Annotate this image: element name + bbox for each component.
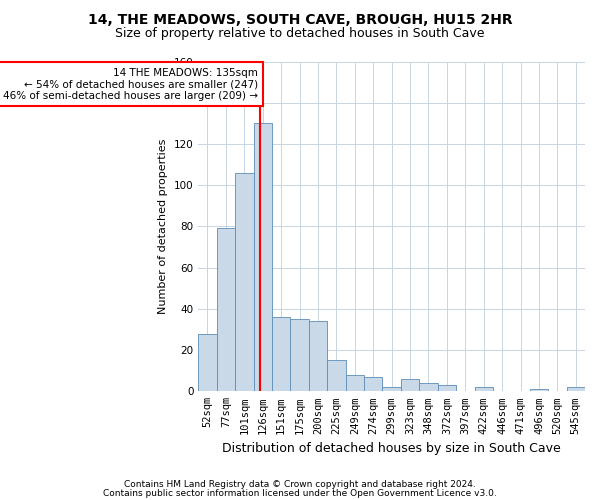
- Text: Contains HM Land Registry data © Crown copyright and database right 2024.: Contains HM Land Registry data © Crown c…: [124, 480, 476, 489]
- Bar: [401, 379, 419, 392]
- Bar: [346, 375, 364, 392]
- Bar: [198, 334, 217, 392]
- Text: Size of property relative to detached houses in South Cave: Size of property relative to detached ho…: [115, 28, 485, 40]
- Bar: [530, 389, 548, 392]
- Bar: [254, 124, 272, 392]
- Bar: [272, 317, 290, 392]
- Bar: [290, 319, 309, 392]
- Bar: [382, 387, 401, 392]
- Text: 14, THE MEADOWS, SOUTH CAVE, BROUGH, HU15 2HR: 14, THE MEADOWS, SOUTH CAVE, BROUGH, HU1…: [88, 12, 512, 26]
- Bar: [364, 377, 382, 392]
- Bar: [419, 383, 437, 392]
- Bar: [475, 387, 493, 392]
- Bar: [217, 228, 235, 392]
- Bar: [437, 385, 456, 392]
- Text: Contains public sector information licensed under the Open Government Licence v3: Contains public sector information licen…: [103, 490, 497, 498]
- Bar: [566, 387, 585, 392]
- Bar: [309, 321, 327, 392]
- Bar: [327, 360, 346, 392]
- Text: 14 THE MEADOWS: 135sqm
← 54% of detached houses are smaller (247)
46% of semi-de: 14 THE MEADOWS: 135sqm ← 54% of detached…: [3, 68, 258, 101]
- Bar: [235, 173, 254, 392]
- X-axis label: Distribution of detached houses by size in South Cave: Distribution of detached houses by size …: [222, 442, 561, 455]
- Y-axis label: Number of detached properties: Number of detached properties: [158, 138, 168, 314]
